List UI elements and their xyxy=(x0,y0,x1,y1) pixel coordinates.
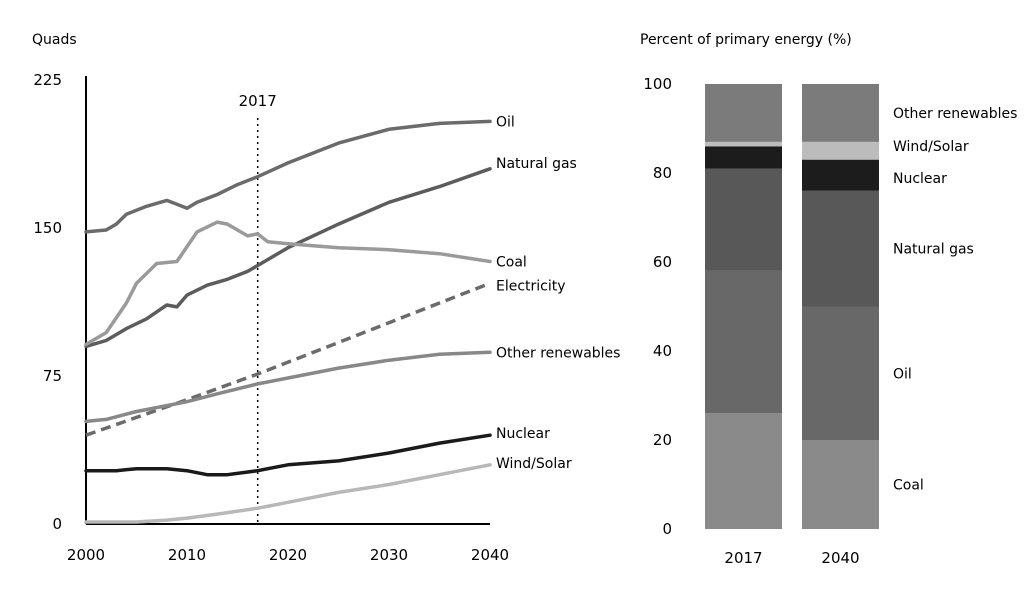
segment-label-other-renewables: Other renewables xyxy=(893,106,1017,122)
series-line-oil xyxy=(84,119,492,234)
bar-y-tick-0: 0 xyxy=(662,520,672,538)
bars-group xyxy=(705,84,879,529)
bar-y-axis-title: Percent of primary energy (%) xyxy=(640,32,852,48)
segment-label-coal: Coal xyxy=(893,478,924,494)
series-label-coal: Coal xyxy=(496,255,527,271)
series-line-electricity xyxy=(85,281,491,437)
series-label-electricity: Electricity xyxy=(496,278,566,294)
annotation-2017-label: 2017 xyxy=(239,92,277,110)
series-label-nuclear: Nuclear xyxy=(496,426,550,442)
x-tick-2010: 2010 xyxy=(168,546,206,564)
segment-label-natural-gas: Natural gas xyxy=(893,242,974,258)
bar-segment-2017-oil xyxy=(705,270,782,414)
series-line-wind-solar xyxy=(84,463,492,524)
y-tick-0: 0 xyxy=(52,515,62,533)
bar-segment-2017-natural-gas xyxy=(705,168,782,271)
line-series-group xyxy=(84,119,492,524)
series-line-coal xyxy=(84,220,492,347)
bar-segment-2017-coal xyxy=(705,413,782,529)
x-tick-labels: 2000 2010 2020 2030 2040 xyxy=(67,546,509,564)
bar-y-tick-20: 20 xyxy=(653,431,672,449)
bar-x-tick-labels: 2017 2040 xyxy=(724,549,859,567)
series-labels: Oil Natural gas Coal Electricity Other renew… xyxy=(496,114,620,471)
line-chart: Quads 0 75 150 225 2000 2010 2020 2030 2040 201… xyxy=(32,32,620,564)
bar-segment-2040-coal xyxy=(802,440,879,529)
y-tick-150: 150 xyxy=(33,219,62,237)
series-label-natural-gas: Natural gas xyxy=(496,156,577,172)
segment-label-nuclear: Nuclear xyxy=(893,171,947,187)
bar-segment-2040-natural-gas xyxy=(802,190,879,307)
bar-y-tick-labels: 0 20 40 60 80 100 xyxy=(643,75,672,538)
y-tick-75: 75 xyxy=(43,367,62,385)
series-label-wind-solar: Wind/Solar xyxy=(496,456,572,472)
bar-y-tick-40: 40 xyxy=(653,342,672,360)
series-line-nuclear xyxy=(84,433,492,477)
x-tick-2040: 2040 xyxy=(471,546,509,564)
y-tick-labels: 0 75 150 225 xyxy=(33,71,62,533)
bar-segment-2040-nuclear xyxy=(802,159,879,191)
series-line-other-renewables xyxy=(84,350,492,424)
segment-label-oil: Oil xyxy=(893,366,912,382)
x-tick-2000: 2000 xyxy=(67,546,105,564)
bar-y-tick-100: 100 xyxy=(643,75,672,93)
x-tick-2020: 2020 xyxy=(269,546,307,564)
bar-y-tick-80: 80 xyxy=(653,164,672,182)
bar-y-tick-60: 60 xyxy=(653,253,672,271)
bar-segment-2040-other-renewables xyxy=(802,84,879,142)
y-tick-225: 225 xyxy=(33,71,62,89)
bar-segment-2017-wind-solar xyxy=(705,141,782,147)
series-line-natural-gas xyxy=(84,167,492,349)
bar-segment-2040-wind-solar xyxy=(802,141,879,160)
bar-x-tick-2017: 2017 xyxy=(724,549,762,567)
bar-x-tick-2040: 2040 xyxy=(821,549,859,567)
segment-label-wind-solar: Wind/Solar xyxy=(893,139,969,155)
segment-labels: Coal Oil Natural gas Nuclear Wind/Solar Other… xyxy=(893,106,1017,494)
y-axis-title: Quads xyxy=(32,32,77,48)
bar-segment-2017-nuclear xyxy=(705,146,782,169)
bar-segment-2040-oil xyxy=(802,306,879,440)
bar-segment-2017-other-renewables xyxy=(705,84,782,142)
x-tick-2030: 2030 xyxy=(370,546,408,564)
series-label-oil: Oil xyxy=(496,114,515,130)
series-label-other-renewables: Other renewables xyxy=(496,345,620,361)
stacked-bar-chart: Percent of primary energy (%) 0204060801… xyxy=(640,32,1017,567)
